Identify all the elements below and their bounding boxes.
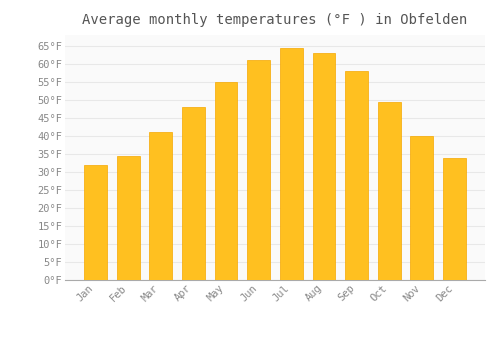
Bar [345, 71, 368, 280]
Title: Average monthly temperatures (°F ) in Obfelden: Average monthly temperatures (°F ) in Ob… [82, 13, 468, 27]
Bar [443, 158, 466, 280]
Bar [116, 156, 140, 280]
Bar [150, 132, 172, 280]
Bar [378, 102, 400, 280]
Bar [248, 60, 270, 280]
Bar [182, 107, 205, 280]
Bar [312, 53, 336, 280]
Bar [84, 165, 107, 280]
Bar [410, 136, 434, 280]
Bar [280, 48, 302, 280]
Bar [214, 82, 238, 280]
